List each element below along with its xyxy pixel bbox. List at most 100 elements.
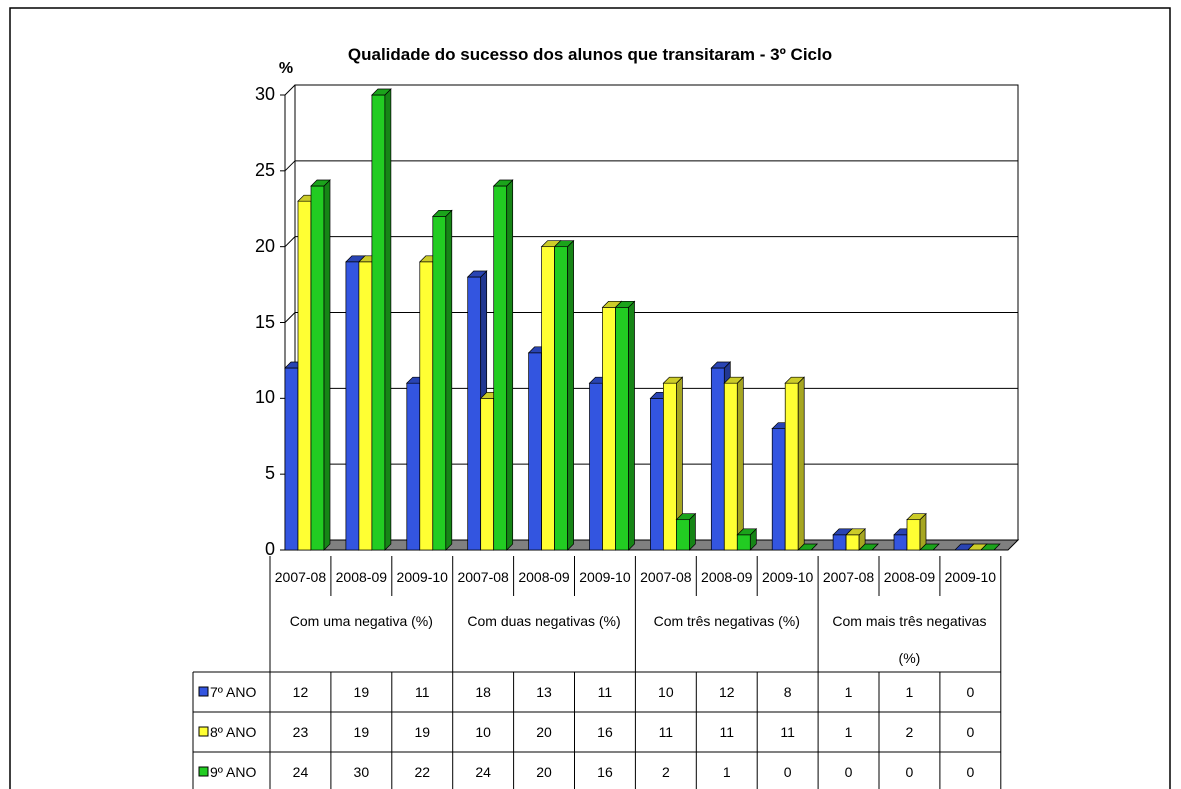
bar: [297, 200, 312, 551]
table-value: 11: [719, 724, 735, 740]
table-value: 20: [536, 724, 552, 740]
y-tick-label: 10: [254, 387, 275, 408]
bar: [845, 534, 860, 551]
bar-top: [858, 543, 879, 551]
chart-title: Qualidade do sucesso dos alunos que tran…: [347, 45, 833, 64]
x-tick-label: 2009-10: [944, 569, 997, 585]
bar-top: [797, 543, 819, 551]
bar: [554, 246, 568, 551]
y-axis-label: %: [278, 60, 294, 77]
table-value: 8: [783, 684, 792, 700]
grid-line: [284, 312, 1018, 323]
bar-side: [323, 179, 331, 551]
bar-top: [710, 361, 732, 369]
bar-top: [371, 88, 392, 96]
grid-line: [284, 160, 1018, 172]
bar: [676, 519, 690, 551]
table-value: 19: [414, 724, 431, 740]
table-value: 11: [658, 724, 674, 740]
table-value: 2: [661, 764, 670, 780]
x-tick-label: 2008-09: [883, 569, 936, 585]
table-value: 20: [536, 764, 552, 780]
x-tick-label: 2009-10: [579, 569, 631, 585]
bar: [358, 261, 373, 551]
table-value: 10: [475, 724, 491, 740]
x-tick-label: 2009-10: [396, 569, 448, 585]
group-label: Com uma negativa (%): [289, 613, 433, 629]
legend-label: 9º ANO: [210, 764, 257, 780]
bar: [310, 185, 325, 551]
y-tick-label: 20: [254, 235, 275, 256]
bar: [419, 261, 434, 551]
y-tick-label: 0: [264, 539, 275, 559]
table-value: 2: [905, 724, 914, 740]
y-tick-label: 15: [254, 311, 275, 332]
bar-side: [445, 209, 453, 551]
table-value: 1: [905, 684, 914, 700]
bar: [493, 185, 508, 551]
bar-top: [919, 543, 940, 551]
bar-top: [614, 300, 636, 308]
bar: [650, 397, 664, 551]
bar: [771, 428, 786, 551]
bar: [480, 397, 495, 551]
table-value: 12: [292, 684, 309, 700]
x-tick-label: 2007-08: [274, 569, 327, 585]
x-tick-label: 2009-10: [761, 569, 814, 585]
bar: [832, 534, 847, 551]
table-value: 1: [844, 724, 853, 740]
legend-key: [198, 766, 209, 777]
bar: [467, 276, 482, 551]
bar-top: [845, 528, 866, 536]
table-value: 1: [722, 764, 731, 780]
bar: [906, 519, 921, 551]
bar: [528, 352, 542, 551]
table-value: 22: [414, 764, 431, 780]
bar: [541, 246, 555, 551]
bar-side: [384, 88, 392, 551]
table-value: 24: [292, 764, 309, 780]
x-tick-label: 2008-09: [335, 569, 388, 585]
x-tick-label: 2007-08: [822, 569, 875, 585]
legend-key: [198, 726, 209, 737]
bar-top: [723, 376, 745, 384]
bar-top: [662, 376, 684, 384]
table-value: 24: [475, 764, 491, 780]
table-value: 0: [844, 764, 853, 780]
group-label: Com duas negativas (%): [467, 613, 621, 629]
table-value: 12: [718, 684, 735, 700]
bar: [345, 261, 360, 551]
bar: [602, 306, 616, 551]
bar: [284, 367, 299, 551]
y-tick-label: 25: [254, 159, 275, 180]
table-value: 0: [966, 764, 975, 780]
bar-side: [506, 179, 514, 551]
table-value: 10: [658, 684, 674, 700]
table-value: 0: [966, 724, 975, 740]
bar-top: [431, 209, 453, 217]
table-value: 19: [353, 684, 370, 700]
group-label: Com mais três negativas (%): [832, 613, 987, 666]
bar: [371, 94, 386, 551]
table-value: 1: [844, 684, 853, 700]
table-value: 19: [353, 724, 370, 740]
bar: [723, 382, 738, 551]
y-tick-label: 30: [254, 84, 275, 104]
bar: [615, 306, 629, 551]
bar-top: [310, 179, 331, 187]
bar-top: [675, 513, 697, 521]
table-value: 0: [966, 684, 975, 700]
grid-line: [284, 236, 1018, 248]
bar-side: [628, 300, 635, 551]
bar-top: [466, 270, 488, 278]
bar-top: [492, 179, 514, 187]
bar: [736, 534, 751, 551]
table-value: 13: [536, 684, 552, 700]
y-tick-label: 5: [264, 463, 275, 484]
x-tick-label: 2007-08: [457, 569, 509, 585]
bar: [432, 215, 447, 551]
legend-label: 7º ANO: [210, 684, 257, 700]
group-label: Com três negativas (%): [653, 613, 800, 629]
